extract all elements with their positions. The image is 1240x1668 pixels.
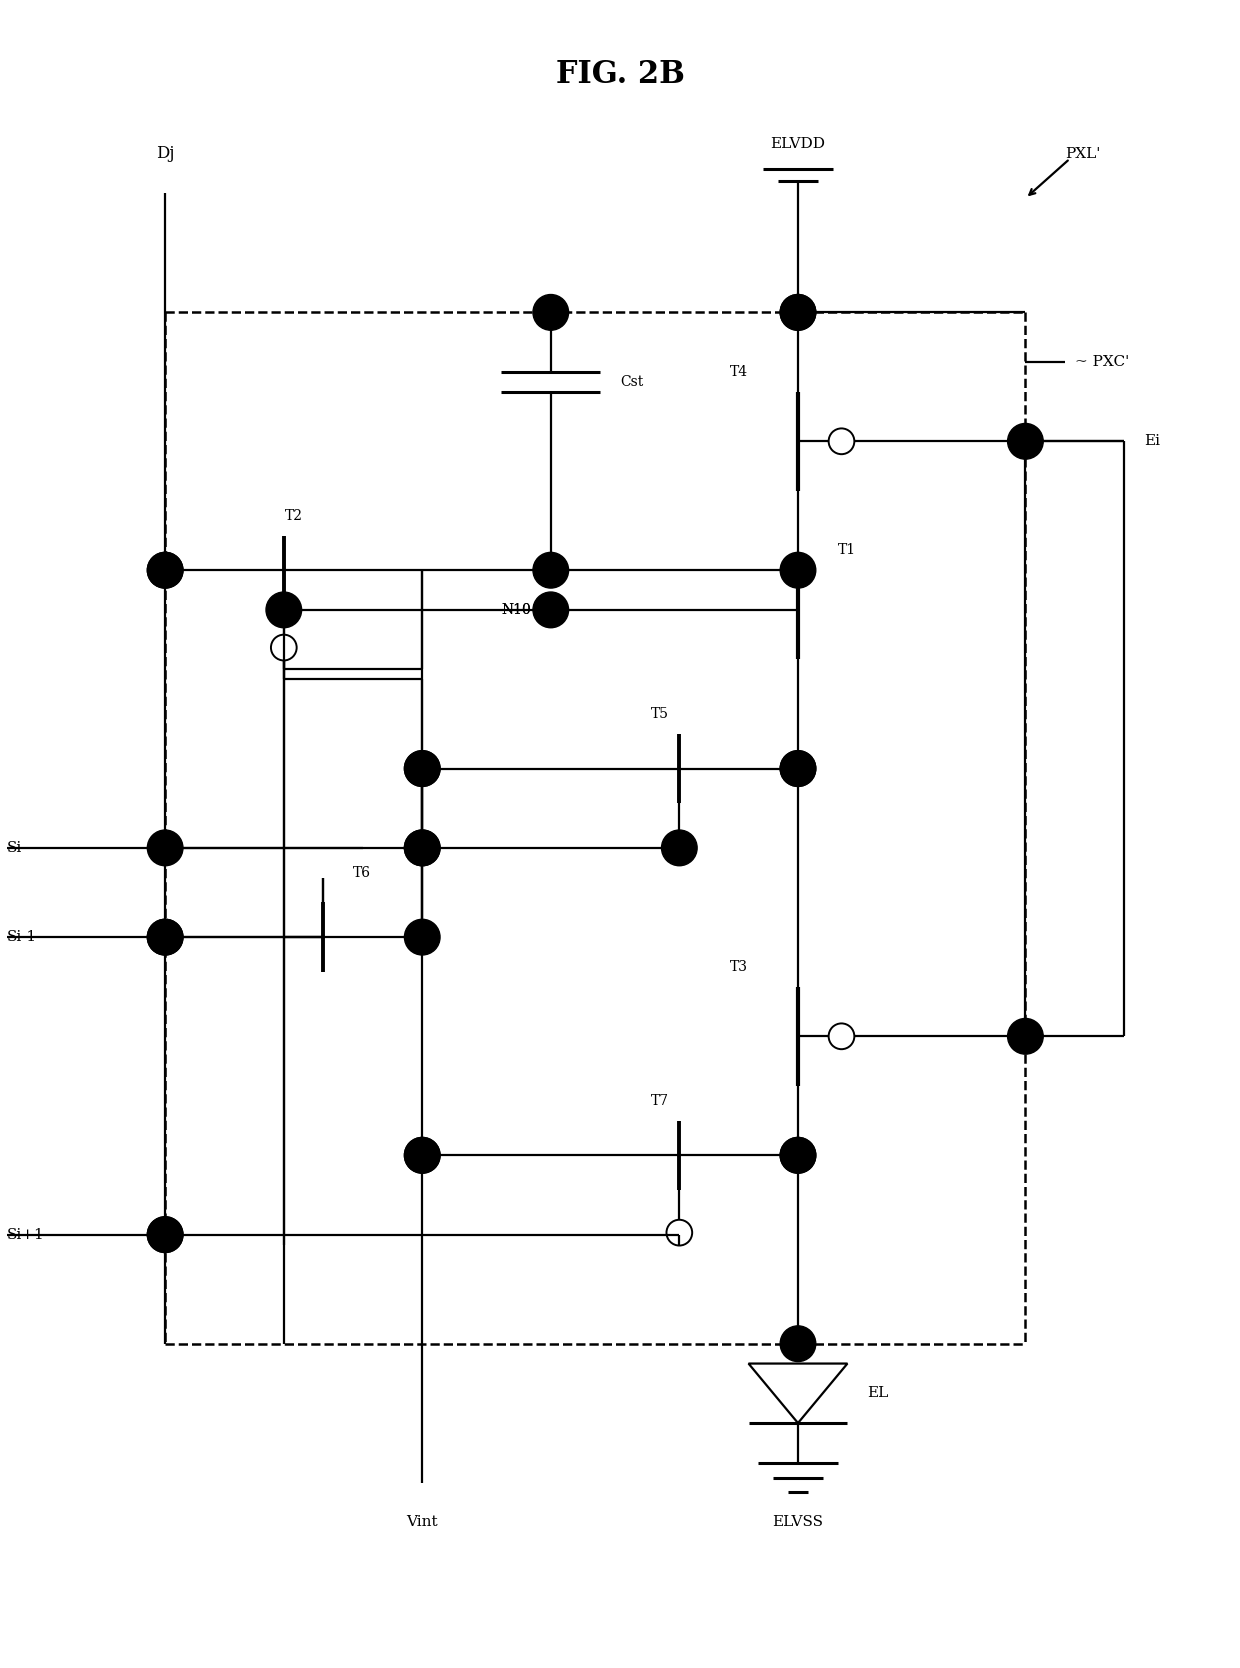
Text: Si-1: Si-1 — [7, 931, 37, 944]
Circle shape — [148, 1216, 184, 1253]
Text: T4: T4 — [729, 365, 748, 379]
Circle shape — [533, 295, 569, 330]
Text: Dj: Dj — [156, 145, 175, 162]
Text: T7: T7 — [651, 1094, 668, 1108]
Text: T2: T2 — [285, 509, 303, 522]
Circle shape — [148, 552, 184, 589]
Text: T6: T6 — [353, 866, 371, 879]
Circle shape — [1008, 1019, 1043, 1054]
Circle shape — [267, 592, 301, 627]
Circle shape — [404, 831, 440, 866]
Text: ~ PXC': ~ PXC' — [1075, 355, 1130, 369]
Text: ELVSS: ELVSS — [773, 1515, 823, 1530]
Circle shape — [404, 831, 440, 866]
Text: Si: Si — [7, 841, 22, 856]
Text: T3: T3 — [729, 959, 748, 974]
Text: T5: T5 — [651, 707, 668, 721]
Text: Ei: Ei — [1145, 434, 1161, 449]
Circle shape — [404, 1138, 440, 1173]
Circle shape — [533, 592, 569, 627]
Circle shape — [780, 1326, 816, 1361]
Text: ELVDD: ELVDD — [770, 137, 826, 150]
Circle shape — [148, 552, 184, 589]
Circle shape — [780, 552, 816, 589]
Circle shape — [780, 295, 816, 330]
Circle shape — [404, 751, 440, 786]
Text: EL: EL — [867, 1386, 888, 1401]
Circle shape — [780, 751, 816, 786]
Text: N10: N10 — [501, 602, 531, 617]
Circle shape — [148, 919, 184, 956]
Text: Si+1: Si+1 — [7, 1228, 45, 1241]
Circle shape — [780, 1138, 816, 1173]
Text: T1: T1 — [837, 544, 856, 557]
Text: FIG. 2B: FIG. 2B — [556, 58, 684, 90]
Circle shape — [148, 831, 184, 866]
Circle shape — [404, 751, 440, 786]
Circle shape — [148, 919, 184, 956]
Circle shape — [780, 1138, 816, 1173]
Circle shape — [404, 1138, 440, 1173]
Circle shape — [404, 919, 440, 956]
Circle shape — [780, 295, 816, 330]
Text: Cst: Cst — [620, 375, 644, 389]
Text: N10: N10 — [501, 602, 531, 617]
Circle shape — [661, 831, 697, 866]
Text: PXL': PXL' — [1065, 147, 1100, 160]
Text: Vint: Vint — [407, 1515, 438, 1530]
Circle shape — [148, 1216, 184, 1253]
Circle shape — [533, 552, 569, 589]
Circle shape — [780, 751, 816, 786]
Circle shape — [1008, 424, 1043, 459]
